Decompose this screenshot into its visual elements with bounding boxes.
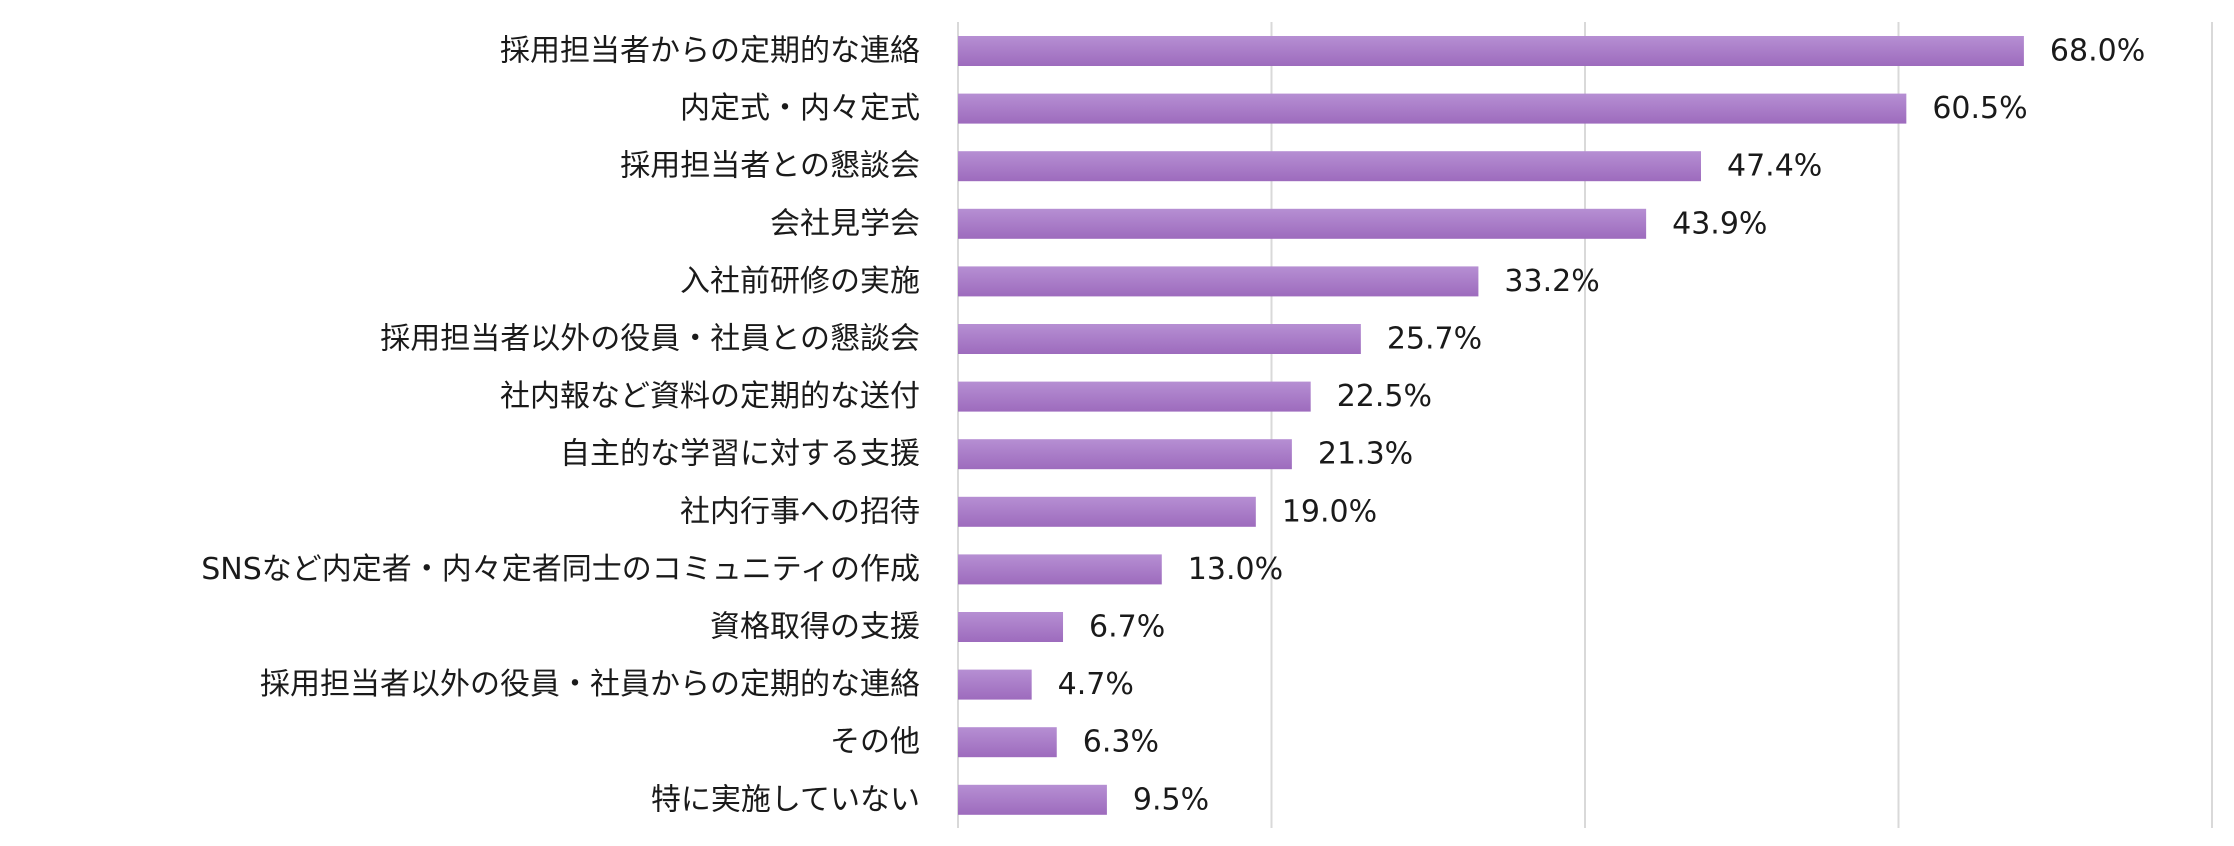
category-label-5: 採用担当者以外の役員・社員との懇談会	[380, 322, 920, 357]
bar-0	[958, 36, 2024, 66]
bar-8	[958, 496, 1256, 527]
category-label-2: 採用担当者との懇談会	[620, 149, 920, 184]
data-label-12: 6.3%	[1083, 725, 1159, 760]
bar-9	[958, 554, 1162, 585]
category-label-11: 採用担当者以外の役員・社員からの定期的な連絡	[260, 667, 920, 702]
category-label-1: 内定式・内々定式	[680, 91, 920, 126]
data-label-1: 60.5%	[1932, 91, 2027, 126]
data-label-3: 43.9%	[1672, 206, 1767, 241]
bar-1	[958, 93, 1907, 124]
category-label-0: 採用担当者からの定期的な連絡	[500, 34, 920, 69]
data-label-11: 4.7%	[1058, 667, 1134, 702]
bar-2	[958, 151, 1701, 182]
category-label-9: SNSなど内定者・内々定者同士のコミュニティの作成	[201, 552, 920, 587]
bar-13	[958, 784, 1107, 815]
data-label-13: 9.5%	[1133, 782, 1209, 817]
category-label-8: 社内行事への招待	[680, 494, 920, 529]
category-label-6: 社内報など資料の定期的な送付	[500, 379, 920, 414]
category-label-7: 自主的な学習に対する支援	[560, 437, 920, 472]
data-label-4: 33.2%	[1504, 264, 1599, 299]
bar-6	[958, 381, 1311, 412]
bar-layer	[958, 36, 2024, 815]
category-label-12: その他	[830, 725, 920, 760]
data-label-6: 22.5%	[1337, 379, 1432, 414]
bar-10	[958, 612, 1064, 642]
bar-5	[958, 324, 1361, 354]
bar-12	[958, 727, 1057, 758]
bar-3	[958, 208, 1647, 239]
bar-7	[958, 439, 1292, 470]
data-label-0: 68.0%	[2050, 34, 2145, 69]
bar-4	[958, 266, 1479, 297]
grid-layer	[957, 22, 2213, 828]
data-label-2: 47.4%	[1727, 149, 1822, 184]
category-label-10: 資格取得の支援	[710, 610, 920, 645]
data-label-7: 21.3%	[1318, 437, 1413, 472]
label-layer: 採用担当者からの定期的な連絡 68.0% 内定式・内々定式 60.5% 採用担当者との懇…	[201, 34, 2145, 818]
bar-11	[958, 669, 1032, 700]
category-label-4: 入社前研修の実施	[680, 264, 920, 299]
category-label-13: 特に実施していない	[651, 782, 920, 817]
category-label-3: 会社見学会	[770, 206, 920, 241]
data-label-10: 6.7%	[1089, 610, 1165, 645]
data-label-5: 25.7%	[1387, 322, 1482, 357]
data-label-9: 13.0%	[1188, 552, 1283, 587]
data-label-8: 19.0%	[1282, 494, 1377, 529]
